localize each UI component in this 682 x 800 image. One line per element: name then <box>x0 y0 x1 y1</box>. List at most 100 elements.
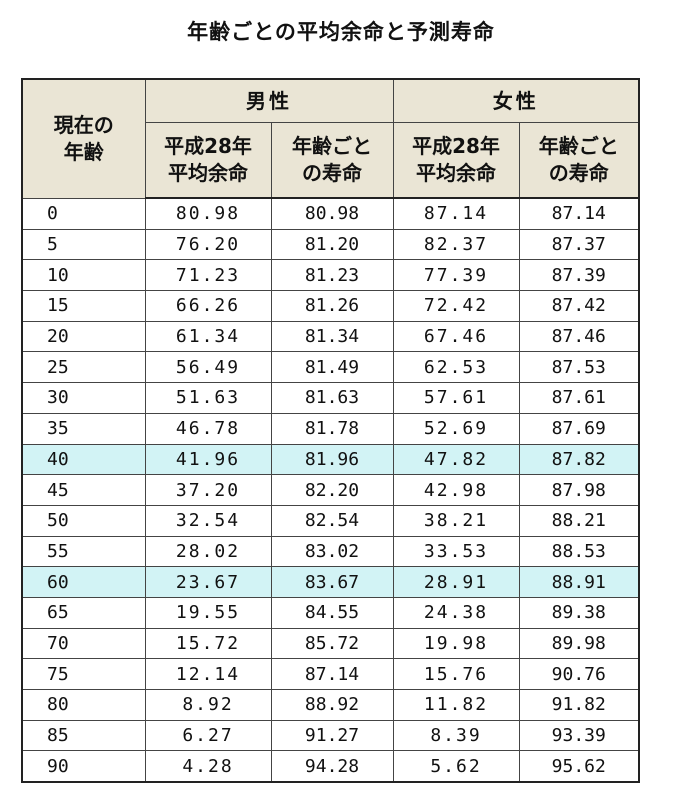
male-avg-remaining-cell: 41.96 <box>144 443 272 476</box>
current-age-header-line2: 年齢 <box>63 139 104 164</box>
age-cell: 85 <box>21 719 146 752</box>
male-lifespan-cell: 81.23 <box>270 259 394 292</box>
table-row: 55 28.02 83.02 33.53 88.53 <box>21 535 640 568</box>
male-avg-remaining-cell: 15.72 <box>144 627 272 660</box>
male-lifespan-cell: 85.72 <box>270 627 394 660</box>
age-cell: 70 <box>21 627 146 660</box>
table-row: 70 15.72 85.72 19.98 89.98 <box>21 627 640 660</box>
female-avg-remaining-cell: 82.37 <box>392 228 520 261</box>
female-lifespan-cell: 87.37 <box>518 228 640 261</box>
male-lifespan-cell: 81.20 <box>270 228 394 261</box>
female-lifespan-cell: 91.82 <box>518 689 640 721</box>
male-lifespan-cell: 88.92 <box>270 689 394 721</box>
male-lifespan-cell: 80.98 <box>270 197 394 230</box>
female-avg-remaining-cell: 67.46 <box>392 320 520 353</box>
female-avg-remaining-cell: 57.61 <box>392 382 520 414</box>
male-avg-remaining-cell: 66.26 <box>144 290 272 322</box>
female-lifespan-cell: 87.42 <box>518 290 640 322</box>
age-cell: 35 <box>21 412 146 445</box>
male-lifespan-line1: 年齢ごと <box>292 134 372 158</box>
age-cell: 90 <box>21 750 146 783</box>
table-row: 40 41.96 81.96 47.82 87.82 <box>21 443 640 476</box>
female-avg-remaining-cell: 38.21 <box>392 504 520 537</box>
female-lifespan-cell: 87.98 <box>518 474 640 506</box>
age-cell: 0 <box>21 197 146 230</box>
life-expectancy-table: 現在の 年齢 男性 女性 平成28年 平均余命 年齢ごと の寿命 平成28年 平… <box>21 78 640 784</box>
female-avg-remaining-cell: 15.76 <box>392 658 520 690</box>
age-cell: 80 <box>21 689 146 721</box>
female-lifespan-cell: 89.38 <box>518 596 640 629</box>
age-cell: 10 <box>21 259 146 292</box>
age-cell: 40 <box>21 443 146 476</box>
female-avg-remaining-cell: 77.39 <box>392 259 520 292</box>
table-row: 35 46.78 81.78 52.69 87.69 <box>21 412 640 445</box>
age-cell: 75 <box>21 658 146 690</box>
table-row: 10 71.23 81.23 77.39 87.39 <box>21 259 640 292</box>
female-avg-remaining-line2: 平均余命 <box>416 161 496 185</box>
female-avg-remaining-cell: 33.53 <box>392 535 520 568</box>
male-avg-remaining-cell: 61.34 <box>144 320 272 353</box>
current-age-header: 現在の 年齢 <box>21 78 146 199</box>
female-group-header: 女性 <box>392 78 640 123</box>
female-avg-remaining-cell: 72.42 <box>392 290 520 322</box>
female-lifespan-cell: 87.82 <box>518 443 640 476</box>
table-body: 0 80.98 80.98 87.14 87.14 5 76.20 81.20 82.37 87.… <box>21 197 640 783</box>
female-avg-remaining-cell: 8.39 <box>392 719 520 752</box>
male-avg-remaining-cell: 37.20 <box>144 474 272 506</box>
age-cell: 5 <box>21 228 146 261</box>
male-lifespan-cell: 82.20 <box>270 474 394 506</box>
age-cell: 15 <box>21 290 146 322</box>
female-avg-remaining-cell: 11.82 <box>392 689 520 721</box>
table-row: 5 76.20 81.20 82.37 87.37 <box>21 228 640 261</box>
female-lifespan-cell: 87.46 <box>518 320 640 353</box>
male-lifespan-cell: 82.54 <box>270 504 394 537</box>
female-lifespan-cell: 87.39 <box>518 259 640 292</box>
male-avg-remaining-cell: 71.23 <box>144 259 272 292</box>
male-avg-remaining-cell: 76.20 <box>144 228 272 261</box>
female-lifespan-cell: 87.61 <box>518 382 640 414</box>
female-avg-remaining-line1: 平成28年 <box>412 134 500 158</box>
female-avg-remaining-cell: 62.53 <box>392 351 520 384</box>
table-header: 現在の 年齢 男性 女性 平成28年 平均余命 年齢ごと の寿命 平成28年 平… <box>21 78 640 199</box>
table-row: 45 37.20 82.20 42.98 87.98 <box>21 474 640 506</box>
male-avg-remaining-cell: 32.54 <box>144 504 272 537</box>
male-group-header: 男性 <box>144 78 394 123</box>
female-lifespan-cell: 88.21 <box>518 504 640 537</box>
male-lifespan-cell: 87.14 <box>270 658 394 690</box>
table-row: 65 19.55 84.55 24.38 89.38 <box>21 596 640 629</box>
female-lifespan-header: 年齢ごと の寿命 <box>518 122 640 199</box>
table-row: 75 12.14 87.14 15.76 90.76 <box>21 658 640 690</box>
page-title: 年齢ごとの平均余命と予測寿命 <box>187 20 495 44</box>
age-cell: 45 <box>21 474 146 506</box>
male-avg-remaining-line1: 平成28年 <box>164 134 252 158</box>
male-lifespan-cell: 81.26 <box>270 290 394 322</box>
male-lifespan-cell: 94.28 <box>270 750 394 783</box>
male-avg-remaining-cell: 46.78 <box>144 412 272 445</box>
male-lifespan-cell: 83.67 <box>270 566 394 598</box>
male-lifespan-line2: の寿命 <box>302 161 362 185</box>
female-avg-remaining-cell: 87.14 <box>392 197 520 230</box>
male-avg-remaining-line2: 平均余命 <box>168 161 248 185</box>
table-row: 90 4.28 94.28 5.62 95.62 <box>21 750 640 783</box>
female-lifespan-line1: 年齢ごと <box>538 134 619 158</box>
female-lifespan-cell: 95.62 <box>518 750 640 783</box>
male-avg-remaining-cell: 6.27 <box>144 719 272 752</box>
male-avg-remaining-cell: 12.14 <box>144 658 272 690</box>
age-cell: 25 <box>21 351 146 384</box>
age-cell: 30 <box>21 382 146 414</box>
table-row: 30 51.63 81.63 57.61 87.61 <box>21 382 640 414</box>
male-avg-remaining-cell: 19.55 <box>144 596 272 629</box>
female-lifespan-cell: 88.91 <box>518 566 640 598</box>
male-lifespan-cell: 81.34 <box>270 320 394 353</box>
table-row: 80 8.92 88.92 11.82 91.82 <box>21 689 640 721</box>
female-lifespan-cell: 88.53 <box>518 535 640 568</box>
female-avg-remaining-cell: 19.98 <box>392 627 520 660</box>
male-lifespan-cell: 83.02 <box>270 535 394 568</box>
age-cell: 55 <box>21 535 146 568</box>
current-age-header-line1: 現在の <box>53 112 114 137</box>
male-lifespan-cell: 91.27 <box>270 719 394 752</box>
female-avg-remaining-cell: 42.98 <box>392 474 520 506</box>
age-cell: 50 <box>21 504 146 537</box>
male-avg-remaining-cell: 4.28 <box>144 750 272 783</box>
male-lifespan-cell: 81.63 <box>270 382 394 414</box>
